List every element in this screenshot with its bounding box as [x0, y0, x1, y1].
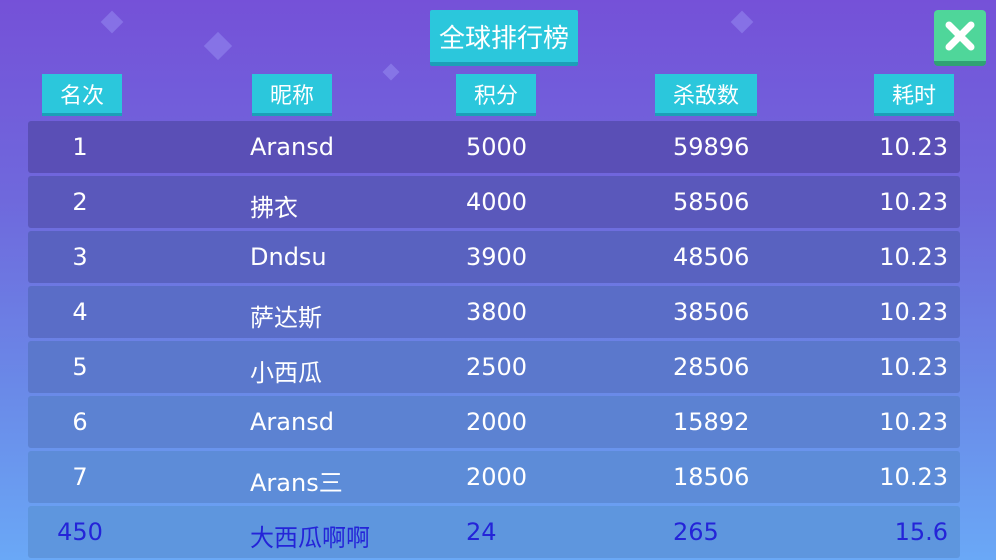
- decor-diamond: [730, 10, 754, 34]
- decor-diamond: [203, 31, 233, 61]
- table-row: 6 Aransd 2000 15892 10.23: [28, 396, 960, 448]
- header-score: 积分: [456, 74, 536, 116]
- cell-score: 2000: [466, 463, 528, 491]
- cell-kills: 58506: [673, 188, 750, 216]
- close-button[interactable]: [934, 10, 986, 66]
- table-row: 5 小西瓜 2500 28506 10.23: [28, 341, 960, 393]
- cell-rank: 5: [72, 353, 88, 381]
- cell-rank: 6: [72, 408, 88, 436]
- cell-nickname: 大西瓜啊啊: [250, 524, 370, 552]
- cell-kills: 28506: [673, 353, 750, 381]
- table-row: 4 萨达斯 3800 38506 10.23: [28, 286, 960, 338]
- cell-nickname: Arans三: [250, 469, 343, 497]
- table-row: 3 Dndsu 3900 48506 10.23: [28, 231, 960, 283]
- cell-score: 24: [466, 518, 497, 546]
- cell-nickname: 萨达斯: [250, 304, 322, 332]
- cell-kills: 48506: [673, 243, 750, 271]
- cell-score: 3800: [466, 298, 528, 326]
- cell-time: 10.23: [879, 133, 948, 161]
- cell-nickname: 拂衣: [250, 194, 298, 222]
- cell-kills: 18506: [673, 463, 750, 491]
- cell-kills: 38506: [673, 298, 750, 326]
- my-rank-row: 450 大西瓜啊啊 24 265 15.6: [28, 506, 960, 558]
- cell-nickname: Aransd: [250, 133, 334, 161]
- cell-score: 2500: [466, 353, 528, 381]
- cell-score: 3900: [466, 243, 528, 271]
- header-kills: 杀敌数: [655, 74, 757, 116]
- cell-rank: 4: [72, 298, 88, 326]
- cell-time: 10.23: [879, 298, 948, 326]
- cell-time: 10.23: [879, 188, 948, 216]
- cell-kills: 265: [673, 518, 719, 546]
- cell-time: 10.23: [879, 463, 948, 491]
- cell-rank: 3: [72, 243, 88, 271]
- decor-diamond: [100, 10, 124, 34]
- decor-diamond: [382, 63, 400, 81]
- cell-score: 4000: [466, 188, 528, 216]
- cell-score: 2000: [466, 408, 528, 436]
- cell-nickname: Aransd: [250, 408, 334, 436]
- header-time: 耗时: [874, 74, 954, 116]
- header-rank: 名次: [42, 74, 122, 116]
- cell-kills: 59896: [673, 133, 750, 161]
- header-nickname: 昵称: [252, 74, 332, 116]
- cell-nickname: Dndsu: [250, 243, 327, 271]
- cell-rank: 1: [72, 133, 88, 161]
- page-title: 全球排行榜: [430, 10, 578, 66]
- table-row: 1 Aransd 5000 59896 10.23: [28, 121, 960, 173]
- cell-time: 10.23: [879, 243, 948, 271]
- cell-time: 15.6: [894, 518, 948, 546]
- cell-kills: 15892: [673, 408, 750, 436]
- cell-rank: 450: [57, 518, 103, 546]
- table-row: 7 Arans三 2000 18506 10.23: [28, 451, 960, 503]
- cell-score: 5000: [466, 133, 528, 161]
- table-row: 2 拂衣 4000 58506 10.23: [28, 176, 960, 228]
- close-x-icon: [945, 21, 975, 50]
- cell-nickname: 小西瓜: [250, 359, 322, 387]
- cell-rank: 2: [72, 188, 88, 216]
- cell-rank: 7: [72, 463, 88, 491]
- cell-time: 10.23: [879, 353, 948, 381]
- cell-time: 10.23: [879, 408, 948, 436]
